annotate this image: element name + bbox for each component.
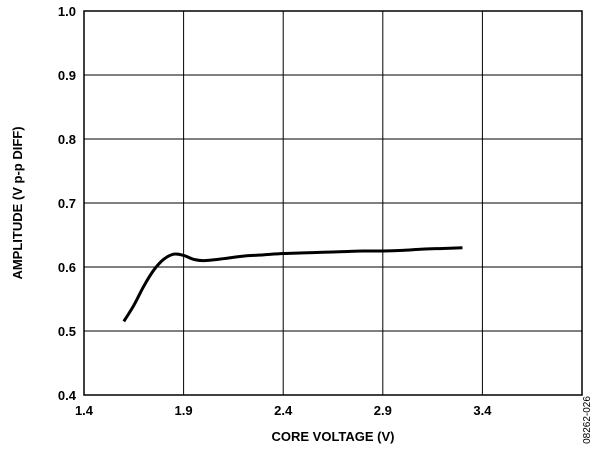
y-tick-label: 0.8 (58, 132, 76, 147)
y-tick-label: 0.6 (58, 260, 76, 275)
figure-id-label: 08262-026 (582, 396, 593, 444)
series-line-0 (122, 246, 463, 323)
y-tick-labels: 0.4 0.5 0.6 0.7 0.8 0.9 1.0 (58, 4, 77, 403)
x-tick-label: 1.4 (75, 403, 94, 418)
x-tick-label: 2.4 (274, 403, 293, 418)
plot-area-border (83, 10, 583, 396)
y-tick-label: 0.5 (58, 324, 76, 339)
x-tick-label: 3.4 (473, 403, 492, 418)
y-axis-title: AMPLITUDE (V p-p DIFF) (10, 126, 25, 279)
y-tick-label: 0.9 (58, 68, 76, 83)
y-tick-label: 0.4 (58, 388, 77, 403)
y-tick-label: 0.7 (58, 196, 76, 211)
x-tick-label: 1.9 (175, 403, 193, 418)
x-tick-labels: 1.4 1.9 2.4 2.9 3.4 (75, 403, 492, 418)
series-layer (122, 246, 463, 323)
x-axis-title: CORE VOLTAGE (V) (271, 429, 394, 444)
y-tick-label: 1.0 (58, 4, 76, 19)
x-tick-label: 2.9 (374, 403, 392, 418)
grid-lines (84, 11, 582, 395)
